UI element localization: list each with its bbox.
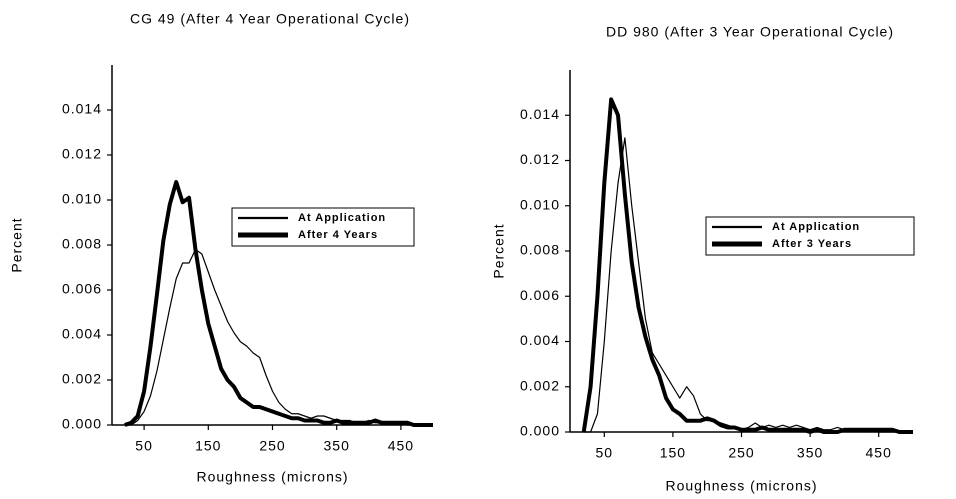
legend-label: At Application xyxy=(298,212,386,224)
x-tick-label: 150 xyxy=(195,438,221,454)
x-tick-label: 450 xyxy=(388,438,414,454)
legend-box xyxy=(231,207,415,247)
x-tick-label: 250 xyxy=(728,445,754,461)
series-line xyxy=(124,180,433,427)
x-tick-label: 450 xyxy=(866,445,892,461)
y-tick-label: 0.008 xyxy=(62,236,102,252)
y-tick-label: 0.008 xyxy=(520,242,560,258)
legend-label: After 3 Years xyxy=(772,238,852,250)
x-tick-label: 350 xyxy=(324,438,350,454)
y-tick-label: 0.004 xyxy=(520,332,560,348)
y-tick-label: 0.002 xyxy=(520,377,560,393)
series-line xyxy=(124,248,433,426)
y-tick-label: 0.002 xyxy=(62,371,102,387)
y-tick-label: 0.014 xyxy=(520,106,560,122)
y-tick-label: 0.010 xyxy=(520,196,560,212)
legend-label: At Application xyxy=(772,221,860,233)
y-tick-label: 0.004 xyxy=(62,326,102,342)
y-tick-label: 0.014 xyxy=(62,101,102,117)
x-tick-label: 50 xyxy=(135,438,153,454)
series-line xyxy=(581,97,913,434)
y-tick-label: 0.012 xyxy=(520,151,560,167)
y-tick-label: 0.000 xyxy=(520,423,560,439)
x-tick-label: 50 xyxy=(596,445,614,461)
y-axis-label: Percent xyxy=(9,217,25,272)
y-axis-label: Percent xyxy=(491,223,507,278)
legend-box xyxy=(705,216,915,256)
chart-title: CG 49 (After 4 Year Operational Cycle) xyxy=(130,11,410,27)
series-line xyxy=(583,137,913,433)
x-axis-label: Roughness (microns) xyxy=(665,478,817,494)
y-tick-label: 0.000 xyxy=(62,416,102,432)
chart-title: DD 980 (After 3 Year Operational Cycle) xyxy=(606,24,894,40)
x-tick-label: 250 xyxy=(259,438,285,454)
y-tick-label: 0.006 xyxy=(520,287,560,303)
y-tick-label: 0.006 xyxy=(62,281,102,297)
x-tick-label: 150 xyxy=(660,445,686,461)
y-tick-label: 0.012 xyxy=(62,146,102,162)
y-tick-label: 0.010 xyxy=(62,191,102,207)
x-axis-label: Roughness (microns) xyxy=(196,469,348,485)
legend-label: After 4 Years xyxy=(298,229,378,241)
x-tick-label: 350 xyxy=(797,445,823,461)
